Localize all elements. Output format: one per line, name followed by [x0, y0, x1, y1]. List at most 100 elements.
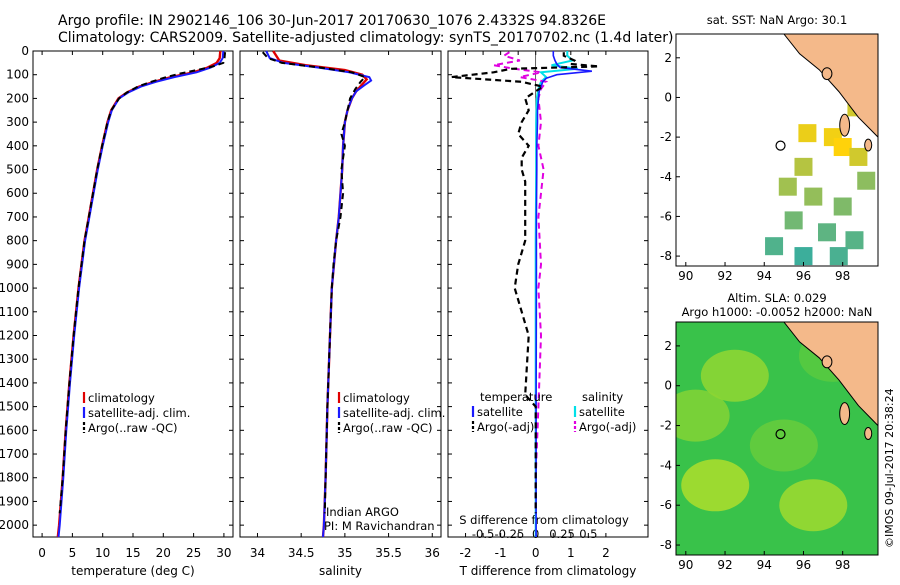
temperature-axis-tick-label: 0	[38, 546, 46, 560]
depth-tick-label: 800	[6, 234, 29, 248]
island-land	[864, 138, 873, 152]
map-sst-plot-area	[676, 34, 878, 266]
sst-grid-cell	[849, 147, 868, 166]
depth-tick-label: 1200	[0, 328, 29, 342]
depth-tick-label: 1500	[0, 400, 29, 414]
depth-tick-label: 1900	[0, 494, 29, 508]
temperature-axis-label: temperature (deg C)	[71, 564, 194, 578]
sla-anomaly-patch	[779, 479, 848, 532]
difference-axis-tick-label: 2	[602, 546, 610, 560]
map-sla-lat-tick-label: -6	[660, 498, 672, 512]
depth-tick-label: 500	[6, 163, 29, 177]
map-sst-lat-tick-label: 0	[664, 90, 672, 104]
map-sst-lon-tick-label: 96	[796, 269, 811, 283]
map-sst-frame	[675, 33, 879, 267]
salinity-legend-label: Argo(..raw -QC)	[343, 421, 433, 435]
salinity-axis-tick-label: 36	[425, 546, 440, 560]
sst-grid-cell	[798, 124, 817, 143]
difference-legend-salinity-label: Argo(-adj)	[579, 420, 636, 434]
map-sst-lon-tick-label: 92	[717, 269, 732, 283]
depth-tick-label: 300	[6, 115, 29, 129]
map-sst-lat-tick-label: -6	[660, 209, 672, 223]
depth-tick-label: 1400	[0, 376, 29, 390]
salinity-legend-label: climatology	[343, 391, 410, 405]
salinity-difference-tick-label: 0.25	[549, 527, 575, 541]
depth-tick-label: 1300	[0, 352, 29, 366]
sst-grid-cell	[804, 187, 823, 206]
sst-grid-cell	[778, 177, 797, 196]
sst-grid-cell	[818, 223, 837, 242]
salinity-panel: 34 34.5 35 35.5 36 salinity climatologysatelli…	[239, 50, 445, 578]
salinity-climatology-line	[272, 50, 369, 538]
float-program-label: Indian ARGO	[326, 505, 399, 519]
difference-legend-salinity-label: satellite	[579, 405, 625, 419]
map-sla-lat-tick-label: 2	[664, 339, 672, 353]
sst-grid-cell	[829, 247, 848, 266]
sla-map-title-line-2: Argo h1000: -0.0052 h2000: NaN	[682, 305, 873, 319]
salinity-difference-tick-label: -0.25	[495, 527, 525, 541]
salinity-satellite-line	[265, 50, 373, 538]
sst-grid-cell	[833, 197, 852, 216]
temperature-axis-tick-label: 20	[156, 546, 171, 560]
salinity-argo-line	[261, 51, 367, 514]
depth-tick-label: 600	[6, 186, 29, 200]
sst-map-title: sat. SST: NaN Argo: 30.1	[707, 13, 848, 27]
difference-axis-tick-label: -2	[460, 546, 472, 560]
temperature-satellite-line	[57, 50, 225, 538]
difference-legend-temperature-label: Argo(-adj)	[477, 420, 534, 434]
difference-axis-tick-label: -1	[495, 546, 507, 560]
map-sla-lon-tick-label: 98	[835, 558, 850, 572]
temperature-axis-tick-label: 25	[186, 546, 201, 560]
island-land	[864, 427, 873, 440]
salinity-axis-tick-label: 35	[337, 546, 352, 560]
temperature-legend-label: climatology	[88, 391, 155, 405]
map-sst-lat-tick-label: -2	[660, 130, 672, 144]
sla-anomaly-patch	[700, 349, 769, 402]
imos-timestamp: ©IMOS 09-Jul-2017 20:38:24	[883, 388, 896, 548]
difference-legend-salinity-title: salinity	[582, 390, 623, 404]
temperature-axis-tick-label: 15	[125, 546, 140, 560]
depth-tick-label: 900	[6, 257, 29, 271]
temperature-legend-label: Argo(..raw -QC)	[88, 421, 178, 435]
map-sst-lon-tick-label: 94	[757, 269, 772, 283]
difference-panel-frame	[447, 50, 649, 538]
temperature-panel: 0100200300400500600700800900100011001200…	[0, 44, 234, 578]
island-land	[839, 402, 851, 426]
map-sst-lat-tick-label: -8	[660, 249, 672, 263]
sst-grid-cell	[794, 247, 813, 266]
island-land	[839, 113, 851, 137]
map-sla-frame	[675, 321, 879, 556]
depth-tick-label: 100	[6, 68, 29, 82]
island-land	[821, 355, 833, 369]
temperature-climatology-line	[56, 50, 222, 538]
depth-tick-label: 2000	[0, 518, 29, 532]
difference-legend-temperature-label: satellite	[477, 405, 523, 419]
difference-axis-tick-label: 1	[567, 546, 575, 560]
difference-axis-label: T difference from climatology	[459, 564, 637, 578]
map-sla-lat-tick-label: -4	[660, 458, 672, 472]
temperature-axis-tick-label: 10	[95, 546, 110, 560]
argo-float-position-marker	[775, 140, 786, 151]
depth-tick-label: 200	[6, 91, 29, 105]
depth-tick-label: 400	[6, 139, 29, 153]
sst-map-panel: 90 92 94 96 98 -8 -6 -4 -2 0 2 sat. SST: NaN Argo: …	[660, 13, 879, 283]
map-sla-plot-area	[676, 322, 878, 555]
sla-map-title-line-1: Altim. SLA: 0.029	[727, 291, 826, 305]
map-sst-lon-tick-label: 98	[835, 269, 850, 283]
map-sst-lat-tick-label: 2	[664, 51, 672, 65]
map-sla-lon-tick-label: 96	[796, 558, 811, 572]
sst-grid-cell	[833, 138, 852, 157]
map-sla-lon-tick-label: 94	[757, 558, 772, 572]
depth-tick-label: 1000	[0, 281, 29, 295]
salinity-satellite-difference-line	[534, 51, 578, 537]
difference-legend-temperature-title: temperature	[480, 390, 552, 404]
map-sla-lon-tick-label: 90	[678, 558, 693, 572]
salinity-panel-frame	[239, 50, 442, 538]
map-sla-lat-tick-label: -8	[660, 538, 672, 552]
argo-float-position-marker	[775, 429, 786, 440]
salinity-axis-tick-label: 35.5	[375, 546, 402, 560]
temperature-legend-label: satellite-adj. clim.	[88, 406, 190, 420]
depth-tick-label: 1700	[0, 447, 29, 461]
